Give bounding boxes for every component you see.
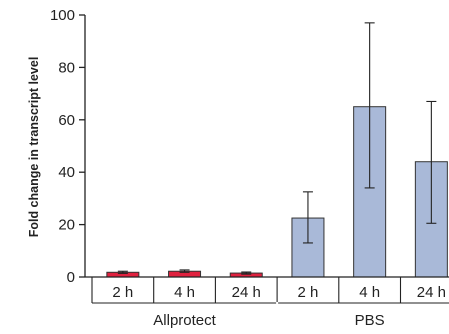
group-label-0: Allprotect — [153, 312, 216, 329]
y-tick-label: 100 — [50, 7, 75, 24]
y-tick-label: 60 — [58, 112, 75, 129]
y-tick-label: 40 — [58, 164, 75, 181]
x-tick-label: 24 h — [417, 284, 446, 301]
y-tick-label: 80 — [58, 59, 75, 76]
x-tick-label: 4 h — [174, 284, 195, 301]
y-axis-label: Fold change in transcript level — [27, 57, 41, 238]
x-tick-label: 2 h — [112, 284, 133, 301]
x-axis: 2 h 4 h 24 h 2 h 4 h 24 h — [85, 276, 449, 304]
x-tick-label: 4 h — [359, 284, 380, 301]
y-tick-label: 20 — [58, 217, 75, 234]
bars — [106, 106, 448, 278]
y-axis: 0 20 40 60 80 100 — [50, 7, 86, 286]
x-tick-label: 24 h — [232, 284, 261, 301]
error-bars — [117, 22, 437, 275]
y-tick-label: 0 — [67, 269, 75, 286]
x-tick-label: 2 h — [298, 284, 319, 301]
group-label-1: PBS — [355, 312, 385, 329]
group-labels: Allprotect PBS — [153, 302, 385, 329]
